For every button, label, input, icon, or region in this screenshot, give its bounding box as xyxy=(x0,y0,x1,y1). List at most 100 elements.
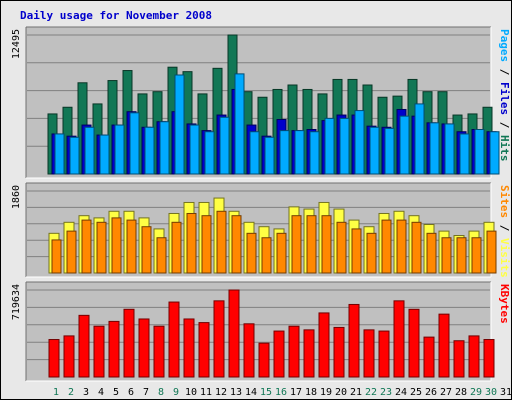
bar-pages-day-26 xyxy=(429,122,440,175)
bar-kbytes-day-1 xyxy=(48,339,60,378)
bar-kbytes-day-5 xyxy=(108,320,120,378)
bar-sites-day-11 xyxy=(201,215,212,274)
bar-pages-day-9 xyxy=(174,74,185,175)
bar-pages-day-12 xyxy=(219,116,230,175)
x-tick-day-24: 24 xyxy=(395,387,407,398)
x-tick-day-4: 4 xyxy=(98,387,104,398)
series-legend-hits-files: Pages / Files / Hits xyxy=(498,29,511,162)
bar-pages-day-11 xyxy=(204,131,215,175)
bar-sites-day-13 xyxy=(231,215,242,274)
x-tick-day-2: 2 xyxy=(68,387,74,398)
bar-sites-day-16 xyxy=(276,232,287,274)
bar-kbytes-day-17 xyxy=(288,325,300,378)
bar-pages-day-19 xyxy=(324,117,335,175)
bar-sites-day-15 xyxy=(261,237,272,274)
bar-kbytes-day-28 xyxy=(453,340,465,378)
legend-part: / xyxy=(498,218,511,238)
x-tick-day-26: 26 xyxy=(425,387,437,398)
bar-sites-day-17 xyxy=(291,215,302,274)
bar-sites-day-10 xyxy=(186,212,197,274)
bar-pages-day-15 xyxy=(264,136,275,175)
chart-panels: 12495 Pages / Files / Hits 1860 Sites / Vis… xyxy=(11,26,511,382)
x-tick-day-18: 18 xyxy=(305,387,317,398)
bar-sites-day-19 xyxy=(321,215,332,274)
bar-pages-day-8 xyxy=(159,121,170,175)
legend-part: / xyxy=(498,62,511,82)
x-tick-day-22: 22 xyxy=(365,387,377,398)
bar-kbytes-day-15 xyxy=(258,342,270,378)
bar-kbytes-day-27 xyxy=(438,313,450,378)
bar-pages-day-17 xyxy=(294,130,305,175)
bar-kbytes-day-29 xyxy=(468,335,480,378)
bar-sites-day-4 xyxy=(96,221,107,274)
bar-pages-day-4 xyxy=(99,134,110,175)
bar-pages-day-30 xyxy=(489,131,500,175)
bar-pages-day-3 xyxy=(84,126,95,175)
bar-pages-day-27 xyxy=(444,123,455,175)
panel-kbytes: 719634 KBytes xyxy=(11,281,511,382)
bar-pages-day-14 xyxy=(249,131,260,175)
x-tick-day-25: 25 xyxy=(410,387,422,398)
bar-kbytes-day-25 xyxy=(408,308,420,378)
panel-sites-visits: 1860 Sites / Visits xyxy=(11,182,511,278)
x-tick-day-10: 10 xyxy=(185,387,197,398)
bar-sites-day-24 xyxy=(396,219,407,274)
legend-part: Sites xyxy=(498,185,511,218)
bar-kbytes-day-26 xyxy=(423,336,435,378)
y-max-label: 12495 xyxy=(11,29,22,59)
bar-sites-day-26 xyxy=(426,232,437,274)
bar-pages-day-6 xyxy=(129,112,140,175)
bar-pages-day-22 xyxy=(369,126,380,175)
bar-kbytes-day-14 xyxy=(243,323,255,378)
x-tick-day-23: 23 xyxy=(380,387,392,398)
x-tick-day-14: 14 xyxy=(245,387,257,398)
x-tick-day-7: 7 xyxy=(143,387,149,398)
x-tick-day-11: 11 xyxy=(200,387,212,398)
bar-sites-day-20 xyxy=(336,221,347,274)
x-tick-day-12: 12 xyxy=(215,387,227,398)
bar-pages-day-21 xyxy=(354,110,365,175)
bar-pages-day-13 xyxy=(234,73,245,175)
legend-part: KBytes xyxy=(498,284,511,324)
bar-kbytes-day-21 xyxy=(348,303,360,378)
bar-sites-day-2 xyxy=(66,230,77,274)
legend-part: Pages xyxy=(498,29,511,62)
bar-sites-day-1 xyxy=(51,239,62,274)
bar-sites-day-22 xyxy=(366,232,377,274)
series-legend-kbytes: KBytes xyxy=(498,284,511,324)
bar-kbytes-day-6 xyxy=(123,308,135,378)
bar-pages-day-25 xyxy=(414,103,425,175)
bar-kbytes-day-16 xyxy=(273,330,285,378)
bar-sites-day-9 xyxy=(171,221,182,274)
x-tick-day-29: 29 xyxy=(470,387,482,398)
bar-pages-day-2 xyxy=(69,136,80,175)
x-tick-day-30: 30 xyxy=(485,387,497,398)
x-tick-day-13: 13 xyxy=(230,387,242,398)
panel-hits-files: 12495 Pages / Files / Hits xyxy=(11,26,511,179)
series-legend-sites-visits: Sites / Visits xyxy=(498,185,511,278)
bar-pages-day-18 xyxy=(309,131,320,175)
bar-sites-day-23 xyxy=(381,219,392,274)
bar-sites-day-29 xyxy=(471,237,482,274)
bar-kbytes-day-3 xyxy=(78,314,90,378)
bar-sites-day-28 xyxy=(456,237,467,274)
x-tick-day-17: 17 xyxy=(290,387,302,398)
bar-kbytes-day-7 xyxy=(138,318,150,378)
x-tick-day-8: 8 xyxy=(158,387,164,398)
x-tick-day-6: 6 xyxy=(128,387,134,398)
bar-pages-day-23 xyxy=(384,127,395,175)
x-tick-day-21: 21 xyxy=(350,387,362,398)
bar-sites-day-27 xyxy=(441,237,452,274)
bar-sites-day-3 xyxy=(81,219,92,274)
bar-kbytes-day-24 xyxy=(393,300,405,378)
bar-pages-day-20 xyxy=(339,117,350,175)
bar-sites-day-6 xyxy=(126,219,137,274)
bar-sites-day-21 xyxy=(351,228,362,274)
bar-kbytes-day-22 xyxy=(363,329,375,378)
x-tick-day-1: 1 xyxy=(53,387,59,398)
bar-kbytes-day-9 xyxy=(168,301,180,378)
x-tick-day-9: 9 xyxy=(173,387,179,398)
bar-kbytes-day-11 xyxy=(198,322,210,378)
